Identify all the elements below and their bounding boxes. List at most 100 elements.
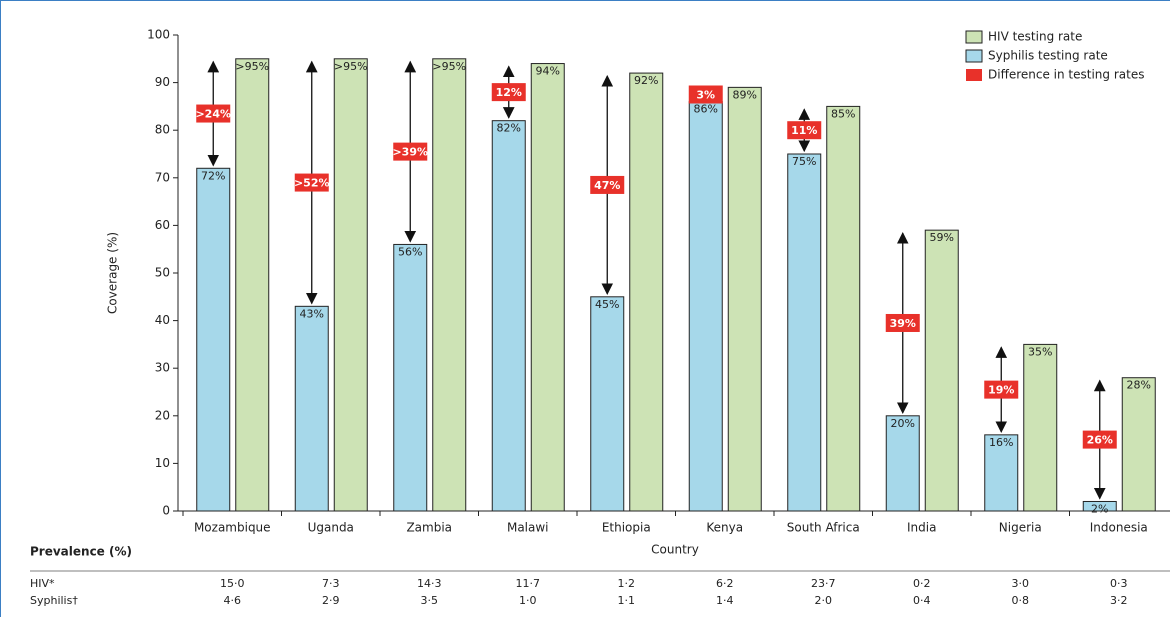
legend-label: Syphilis testing rate bbox=[988, 49, 1108, 63]
x-tick-label: Ethiopia bbox=[602, 521, 651, 535]
table-cell: 1·4 bbox=[716, 594, 734, 607]
bar bbox=[1023, 343, 1058, 512]
y-tick-label: 90 bbox=[155, 75, 170, 89]
value-label: 59% bbox=[930, 231, 954, 244]
value-label: 56% bbox=[398, 245, 422, 258]
difference-box bbox=[393, 142, 428, 161]
table-cell: 6·2 bbox=[716, 577, 734, 590]
value-label: 89% bbox=[733, 88, 757, 101]
difference-box bbox=[984, 380, 1019, 399]
difference-label: >24% bbox=[195, 108, 231, 121]
bar bbox=[235, 58, 270, 512]
value-label: 16% bbox=[989, 436, 1013, 449]
difference-box bbox=[294, 173, 329, 192]
table-cell: 1·1 bbox=[618, 594, 636, 607]
x-tick-label: Zambia bbox=[406, 521, 452, 535]
x-tick-label: Mozambique bbox=[194, 521, 271, 535]
y-tick-label: 50 bbox=[155, 266, 170, 280]
table-cell: 2·0 bbox=[815, 594, 833, 607]
value-label: 2% bbox=[1091, 502, 1108, 515]
value-label: 94% bbox=[536, 65, 560, 78]
table-cell: 3·0 bbox=[1012, 577, 1030, 590]
value-label: 86% bbox=[694, 103, 718, 116]
table-cell: 15·0 bbox=[220, 577, 245, 590]
difference-box bbox=[688, 85, 723, 104]
value-label: 72% bbox=[201, 169, 225, 182]
table-cell: 11·7 bbox=[516, 577, 541, 590]
y-tick-label: 70 bbox=[155, 170, 170, 184]
y-tick-label: 10 bbox=[155, 456, 170, 470]
bar bbox=[393, 243, 428, 512]
value-label: 82% bbox=[497, 122, 521, 135]
value-label: 92% bbox=[634, 74, 658, 87]
value-label: >95% bbox=[432, 60, 466, 73]
y-tick-label: 40 bbox=[155, 313, 170, 327]
bar bbox=[1082, 500, 1117, 512]
difference-box bbox=[787, 121, 822, 140]
x-tick-label: Uganda bbox=[308, 521, 354, 535]
table-cell: 0·8 bbox=[1012, 594, 1030, 607]
bar bbox=[196, 167, 231, 512]
bar bbox=[984, 434, 1019, 512]
bar bbox=[294, 305, 329, 512]
legend-swatch bbox=[965, 49, 983, 63]
y-axis-label: Coverage (%) bbox=[106, 232, 120, 314]
table-cell: 1·0 bbox=[519, 594, 537, 607]
y-tick-label: 20 bbox=[155, 408, 170, 422]
table-cell: 0·2 bbox=[913, 577, 931, 590]
table-cell: 0·3 bbox=[1110, 577, 1128, 590]
value-label: 75% bbox=[792, 155, 816, 168]
y-tick-label: 30 bbox=[155, 361, 170, 375]
table-cell: 3·5 bbox=[421, 594, 439, 607]
x-tick-label: Malawi bbox=[507, 521, 549, 535]
bar bbox=[432, 58, 467, 512]
value-label: 35% bbox=[1028, 345, 1052, 358]
table-cell: 23·7 bbox=[811, 577, 836, 590]
row-label: HIV* bbox=[30, 577, 55, 590]
difference-label: 39% bbox=[890, 317, 916, 330]
bar bbox=[924, 229, 959, 512]
legend-label: Difference in testing rates bbox=[988, 68, 1144, 82]
difference-label: 3% bbox=[696, 89, 715, 102]
value-label: 85% bbox=[831, 107, 855, 120]
x-axis-label: Country bbox=[651, 543, 699, 557]
bar bbox=[530, 63, 565, 512]
x-tick-label: Kenya bbox=[706, 521, 743, 535]
difference-box bbox=[590, 175, 625, 194]
value-label: 43% bbox=[300, 307, 324, 320]
difference-label: >52% bbox=[294, 177, 330, 190]
row-label: Syphilis† bbox=[30, 594, 78, 607]
table-cell: 2·9 bbox=[322, 594, 340, 607]
difference-label: 47% bbox=[594, 179, 620, 192]
x-tick-label: Indonesia bbox=[1090, 521, 1148, 535]
difference-label: 26% bbox=[1087, 434, 1113, 447]
table-cell: 4·6 bbox=[224, 594, 242, 607]
y-tick-label: 60 bbox=[155, 218, 170, 232]
legend-swatch bbox=[966, 69, 982, 81]
table-cell: 0·4 bbox=[913, 594, 931, 607]
x-tick-label: South Africa bbox=[787, 521, 860, 535]
difference-label: >39% bbox=[392, 146, 428, 159]
bar bbox=[590, 296, 625, 512]
bar bbox=[333, 58, 368, 512]
y-tick-label: 0 bbox=[162, 504, 170, 518]
difference-box bbox=[491, 83, 526, 102]
table-cell: 7·3 bbox=[322, 577, 340, 590]
bar bbox=[688, 101, 723, 512]
difference-label: 12% bbox=[496, 86, 522, 99]
difference-box bbox=[1082, 430, 1117, 449]
table-cell: 14·3 bbox=[417, 577, 442, 590]
value-label: 45% bbox=[595, 298, 619, 311]
y-tick-label: 80 bbox=[155, 123, 170, 137]
table-title: Prevalence (%) bbox=[30, 545, 132, 559]
bar bbox=[885, 415, 920, 512]
value-label: 20% bbox=[891, 417, 915, 430]
bar bbox=[1121, 377, 1156, 512]
table-cell: 3·2 bbox=[1110, 594, 1128, 607]
x-tick-label: Nigeria bbox=[999, 521, 1042, 535]
x-tick-label: India bbox=[907, 521, 936, 535]
value-label: 28% bbox=[1127, 379, 1151, 392]
difference-box bbox=[885, 313, 920, 332]
